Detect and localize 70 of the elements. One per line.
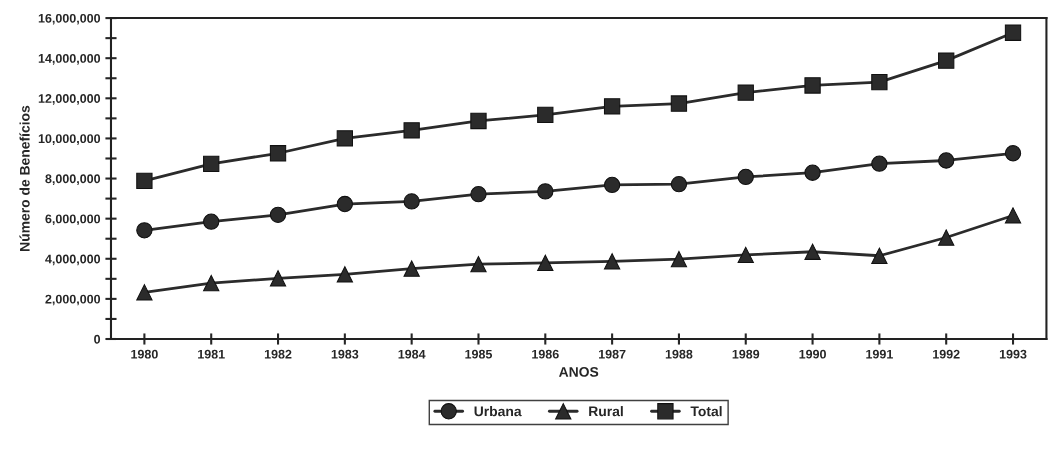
point [403, 260, 420, 277]
point [938, 52, 955, 69]
x-tick-label: 1987 [599, 349, 626, 359]
x-tick-label: 1988 [665, 349, 693, 359]
x-tick-label: 1986 [532, 349, 559, 359]
legend-label: Rural [589, 406, 623, 417]
y-tick-label: 2,000,000 [45, 294, 101, 306]
y-tick-label: 4,000,000 [45, 254, 101, 266]
point [1004, 145, 1022, 162]
point [470, 186, 487, 203]
point [938, 152, 955, 169]
x-tick-label: 1985 [465, 349, 493, 359]
y-tick-label: 14,000,000 [38, 54, 101, 65]
point [269, 206, 287, 223]
legend-label: Total [690, 406, 722, 417]
point [203, 274, 220, 292]
point [804, 77, 821, 94]
x-tick-label: 1982 [264, 349, 292, 359]
y-tick-label: 0 [94, 334, 101, 344]
x-tick-label: 1983 [331, 349, 359, 359]
point [203, 155, 220, 173]
point [269, 145, 287, 162]
point [403, 122, 420, 139]
point [537, 254, 554, 271]
y-tick-label: 8,000,000 [45, 174, 101, 185]
point [403, 193, 420, 210]
x-tick-label: 1981 [198, 349, 225, 359]
point [871, 247, 888, 264]
point [336, 195, 353, 213]
point [537, 106, 554, 124]
point [336, 266, 353, 283]
x-tick-label: 1989 [732, 349, 760, 359]
point [470, 112, 487, 130]
x-tick-label: 1991 [866, 349, 893, 359]
x-tick-label: 1980 [131, 349, 158, 359]
point [203, 213, 220, 230]
y-tick-label: 12,000,000 [38, 94, 101, 105]
point [470, 256, 487, 273]
y-tick-label: 6,000,000 [45, 214, 101, 226]
legend-label: Urbana [474, 406, 522, 417]
x-tick-label: 1992 [933, 349, 960, 359]
point [603, 176, 621, 194]
point [136, 284, 153, 301]
point [136, 172, 153, 190]
y-tick-label: 16,000,000 [38, 13, 101, 25]
x-tick-label: 1984 [398, 349, 426, 359]
point [670, 176, 688, 193]
point [670, 95, 688, 112]
point [737, 246, 754, 264]
point [1004, 24, 1022, 41]
x-tick-label: 1990 [799, 349, 826, 359]
point [603, 98, 621, 115]
y-tick-label: 10,000,000 [38, 134, 101, 145]
point [737, 168, 754, 186]
point [537, 183, 554, 200]
point [871, 155, 888, 172]
point [670, 251, 688, 268]
y-axis-title: Número de Benefícios [19, 105, 30, 251]
point [938, 229, 955, 246]
point [871, 73, 888, 91]
point [804, 164, 821, 181]
point [804, 243, 821, 260]
x-axis-title: ANOS [558, 366, 599, 377]
point [136, 222, 153, 239]
point [336, 130, 353, 147]
x-tick-label: 1993 [999, 349, 1027, 359]
point [269, 270, 287, 287]
point [1004, 207, 1022, 224]
point [737, 84, 754, 101]
point [603, 253, 621, 270]
